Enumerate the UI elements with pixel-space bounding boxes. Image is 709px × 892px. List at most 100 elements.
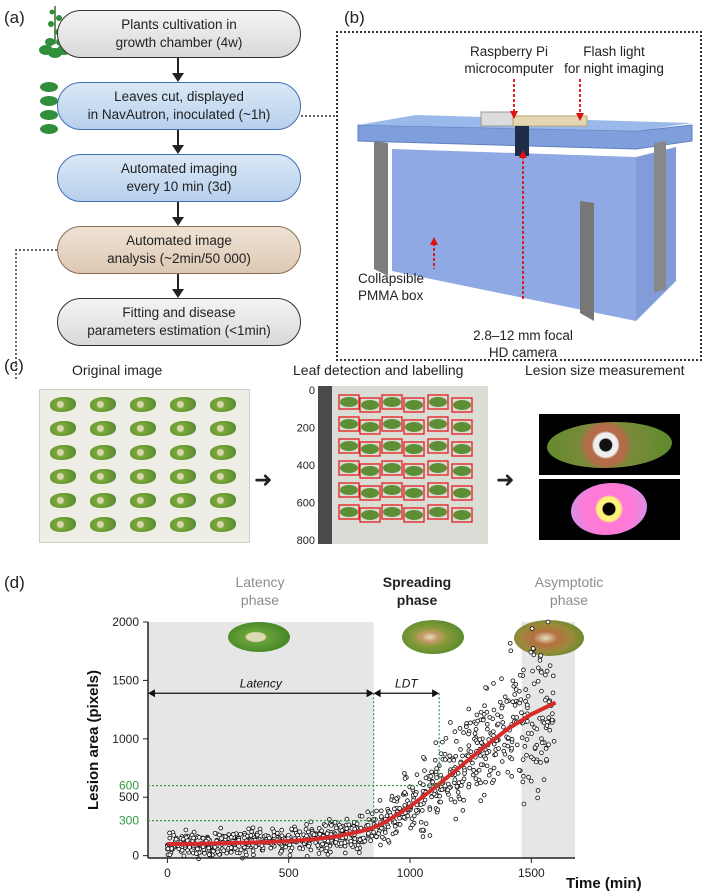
data-point <box>167 830 172 836</box>
data-point <box>476 767 482 773</box>
phase-leaf-photo <box>514 620 584 656</box>
data-point <box>320 841 325 847</box>
detected-leaf <box>429 485 447 495</box>
data-point <box>536 665 541 671</box>
detected-leaf <box>453 444 471 454</box>
data-point <box>195 846 200 852</box>
data-point <box>461 776 467 782</box>
data-point <box>421 755 426 760</box>
data-point <box>470 772 476 778</box>
data-point <box>544 757 549 762</box>
data-point <box>468 720 473 726</box>
data-point <box>499 705 505 711</box>
data-point <box>519 710 524 715</box>
pmma-box-label: Collapsible PMMA box <box>358 271 425 303</box>
leaf-stack-icon <box>38 80 60 136</box>
data-point <box>308 819 314 825</box>
data-point <box>499 676 504 682</box>
detected-leaf <box>405 466 423 476</box>
data-point <box>538 760 543 765</box>
data-point <box>171 833 177 838</box>
data-point <box>357 850 362 855</box>
detected-leaf <box>340 485 358 495</box>
original-image-caption: Original image <box>72 362 163 378</box>
data-point <box>392 823 398 829</box>
ldt-arrow-head <box>432 689 440 698</box>
y-highlight-label: 300 <box>119 814 139 828</box>
data-point <box>238 847 244 853</box>
data-point <box>423 775 429 781</box>
data-point <box>547 663 553 668</box>
data-point <box>354 846 360 852</box>
x-axis-label: Time (min) <box>566 875 642 892</box>
data-point <box>521 801 527 807</box>
detection-box <box>403 419 425 435</box>
ldt-arrow-head <box>373 689 381 698</box>
data-point <box>391 798 397 804</box>
detection-box <box>381 482 403 498</box>
data-point <box>379 834 385 840</box>
detection-box <box>359 463 381 479</box>
leaf-sample <box>50 445 76 460</box>
detection-box <box>451 463 473 479</box>
data-point <box>427 807 433 812</box>
data-point <box>413 792 418 797</box>
detected-leaf <box>383 507 401 517</box>
data-point <box>378 808 384 814</box>
data-point <box>346 822 352 828</box>
data-point <box>206 845 211 851</box>
data-point <box>378 842 383 848</box>
detection-box <box>359 419 381 435</box>
leaf-sample <box>50 421 76 436</box>
data-point <box>523 687 529 692</box>
detection-box <box>451 485 473 501</box>
data-point <box>250 825 256 831</box>
data-point <box>534 726 540 732</box>
detected-leaf <box>453 422 471 432</box>
panel-label-d: (d) <box>4 573 25 592</box>
data-point <box>517 700 522 706</box>
data-point <box>484 763 490 769</box>
data-point <box>451 757 457 763</box>
detected-leaf <box>340 397 358 407</box>
data-point <box>524 737 530 742</box>
data-point <box>279 827 285 833</box>
data-point <box>434 766 439 771</box>
detection-box <box>451 419 473 435</box>
detected-leaf <box>383 419 401 429</box>
data-point <box>266 835 272 841</box>
leaf-sample <box>170 517 196 532</box>
detected-leaf <box>405 422 423 432</box>
data-point <box>231 832 236 837</box>
data-point <box>491 729 496 734</box>
data-point <box>448 797 454 802</box>
data-point <box>365 822 371 828</box>
data-point <box>325 831 330 836</box>
data-point <box>412 813 417 819</box>
detection-box <box>338 394 360 410</box>
data-point <box>257 830 263 835</box>
data-point <box>496 746 501 751</box>
data-point <box>538 653 544 658</box>
phase-leaf-photo <box>402 620 464 654</box>
detected-leaf <box>453 488 471 498</box>
leaf-sample <box>50 493 76 508</box>
lesion-chart: 0 500 1000 1500 2000 300 600 0 500 1000 1500 Time (… <box>85 615 642 892</box>
data-point <box>520 757 526 762</box>
data-point <box>422 797 428 803</box>
detection-image: 0 200 400 600 800 <box>297 386 488 546</box>
data-point <box>402 790 407 795</box>
leaf-sample <box>170 445 196 460</box>
data-point <box>211 849 216 854</box>
lesion-color-image <box>539 414 680 475</box>
data-point <box>297 845 302 851</box>
data-point <box>545 619 551 625</box>
data-point <box>212 830 218 836</box>
data-point <box>512 692 517 697</box>
data-point <box>529 721 535 727</box>
data-point <box>521 773 526 779</box>
detected-leaf <box>405 488 423 498</box>
data-point <box>488 768 493 773</box>
data-point <box>478 780 483 786</box>
leaf-sample <box>130 445 156 460</box>
